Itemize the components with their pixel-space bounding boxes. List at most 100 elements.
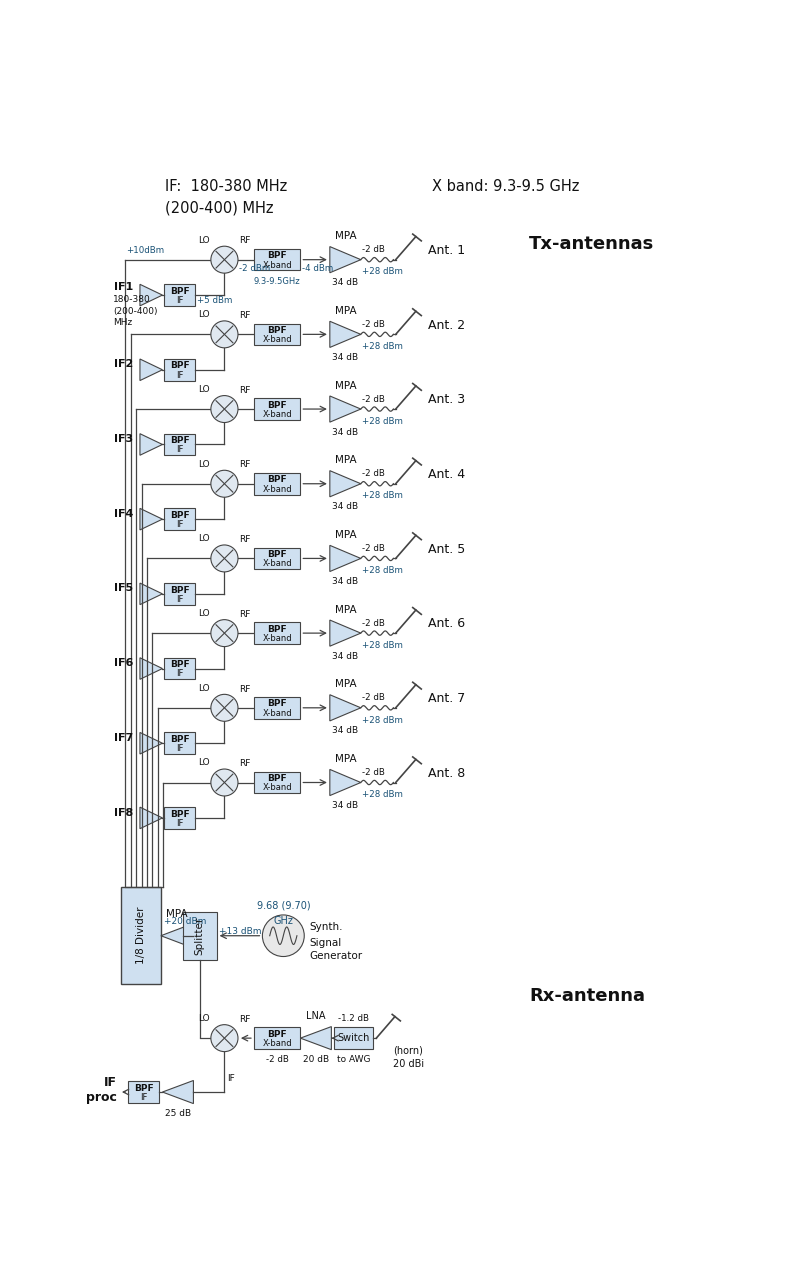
Bar <box>254 622 301 644</box>
Text: +28 dBm: +28 dBm <box>361 641 403 650</box>
Text: Ant. 7: Ant. 7 <box>428 692 465 705</box>
Text: BPF: BPF <box>267 550 287 560</box>
Text: BPF: BPF <box>267 625 287 633</box>
Text: MPA: MPA <box>335 754 356 764</box>
Bar <box>128 1081 159 1103</box>
Text: LO: LO <box>199 609 210 618</box>
Text: 1/8 Divider: 1/8 Divider <box>136 907 146 964</box>
Text: X-band: X-band <box>263 1039 292 1048</box>
Bar <box>335 1028 373 1049</box>
Text: IF: IF <box>176 595 184 604</box>
Bar <box>254 249 301 271</box>
Circle shape <box>211 695 238 721</box>
Text: Ant. 8: Ant. 8 <box>428 767 465 780</box>
Text: 34 dB: 34 dB <box>332 502 358 511</box>
Text: +28 dBm: +28 dBm <box>361 491 403 500</box>
Text: X-band: X-band <box>263 560 292 569</box>
Text: IF3: IF3 <box>115 434 134 444</box>
Polygon shape <box>140 285 162 305</box>
Text: 34 dB: 34 dB <box>332 279 358 287</box>
Text: 34 dB: 34 dB <box>332 352 358 361</box>
Text: IF7: IF7 <box>115 733 134 743</box>
Text: IF
proc: IF proc <box>86 1076 117 1104</box>
Text: MPA: MPA <box>166 908 188 918</box>
Text: IF4: IF4 <box>115 509 134 519</box>
Text: -2 dBm: -2 dBm <box>239 263 270 272</box>
Text: BPF: BPF <box>169 436 189 445</box>
Polygon shape <box>330 471 361 497</box>
Text: -2 dB: -2 dB <box>362 245 385 254</box>
Text: BPF: BPF <box>267 401 287 410</box>
Polygon shape <box>162 1080 194 1104</box>
Polygon shape <box>140 434 162 455</box>
Circle shape <box>211 396 238 422</box>
Text: IF8: IF8 <box>115 808 134 818</box>
Text: MPA: MPA <box>335 455 356 466</box>
Text: X-band: X-band <box>263 261 292 270</box>
Text: IF: IF <box>176 520 184 529</box>
Polygon shape <box>301 1027 331 1049</box>
Text: Generator: Generator <box>309 951 363 962</box>
Text: +10dBm: +10dBm <box>126 245 164 256</box>
Text: 25 dB: 25 dB <box>165 1109 191 1118</box>
Text: -2 dB: -2 dB <box>362 544 385 553</box>
Text: RF: RF <box>239 237 250 245</box>
Text: LO: LO <box>199 684 210 693</box>
Circle shape <box>211 471 238 497</box>
Polygon shape <box>330 247 361 272</box>
Text: +28 dBm: +28 dBm <box>361 267 403 276</box>
Text: LNA: LNA <box>306 1011 326 1021</box>
Text: RF: RF <box>239 385 250 394</box>
Text: +13 dBm: +13 dBm <box>219 927 262 936</box>
Polygon shape <box>140 733 162 754</box>
Text: X-band: X-band <box>263 633 292 644</box>
Text: RF: RF <box>239 684 250 693</box>
Text: BPF: BPF <box>169 660 189 669</box>
Text: BPF: BPF <box>267 326 287 335</box>
Circle shape <box>211 247 238 273</box>
Text: RF: RF <box>239 1015 250 1024</box>
Text: RF: RF <box>239 609 250 619</box>
Text: BPF: BPF <box>267 476 287 485</box>
Text: RF: RF <box>239 312 250 321</box>
Text: 34 dB: 34 dB <box>332 801 358 810</box>
Text: 180-380: 180-380 <box>113 295 150 304</box>
Text: GHz: GHz <box>274 917 293 926</box>
Text: (200-400) MHz: (200-400) MHz <box>165 201 273 215</box>
Text: -2 dB: -2 dB <box>362 321 385 329</box>
Bar <box>164 583 195 604</box>
Text: Signal: Signal <box>309 937 342 948</box>
Text: -2 dB: -2 dB <box>362 394 385 403</box>
Text: LO: LO <box>199 235 210 244</box>
Text: Rx-antenna: Rx-antenna <box>529 987 645 1005</box>
Text: BPF: BPF <box>169 809 189 819</box>
Text: Ant. 1: Ant. 1 <box>428 244 465 257</box>
Text: X-band: X-band <box>263 410 292 418</box>
Bar <box>164 808 195 828</box>
Text: BPF: BPF <box>267 775 287 784</box>
Text: Ant. 3: Ant. 3 <box>428 393 465 406</box>
Text: MPA: MPA <box>335 604 356 614</box>
Text: LO: LO <box>199 459 210 468</box>
Text: X-band: X-band <box>263 485 292 494</box>
Polygon shape <box>330 619 361 646</box>
Polygon shape <box>140 583 162 604</box>
Text: LO: LO <box>199 758 210 767</box>
Circle shape <box>211 544 238 572</box>
Bar <box>164 509 195 530</box>
Text: MPA: MPA <box>335 530 356 539</box>
Text: X-band: X-band <box>263 709 292 717</box>
Text: BPF: BPF <box>169 511 189 520</box>
Text: -2 dB: -2 dB <box>362 768 385 777</box>
Text: X-band: X-band <box>263 336 292 345</box>
Text: MPA: MPA <box>335 679 356 689</box>
Text: LO: LO <box>199 1014 210 1023</box>
Text: 34 dB: 34 dB <box>332 577 358 586</box>
Text: 34 dB: 34 dB <box>332 726 358 735</box>
Text: 20 dBi: 20 dBi <box>393 1058 425 1068</box>
Text: IF: IF <box>140 1093 147 1102</box>
Text: IF: IF <box>176 669 184 678</box>
Circle shape <box>211 321 238 347</box>
Bar <box>254 772 301 794</box>
Text: Synth.: Synth. <box>309 922 343 932</box>
